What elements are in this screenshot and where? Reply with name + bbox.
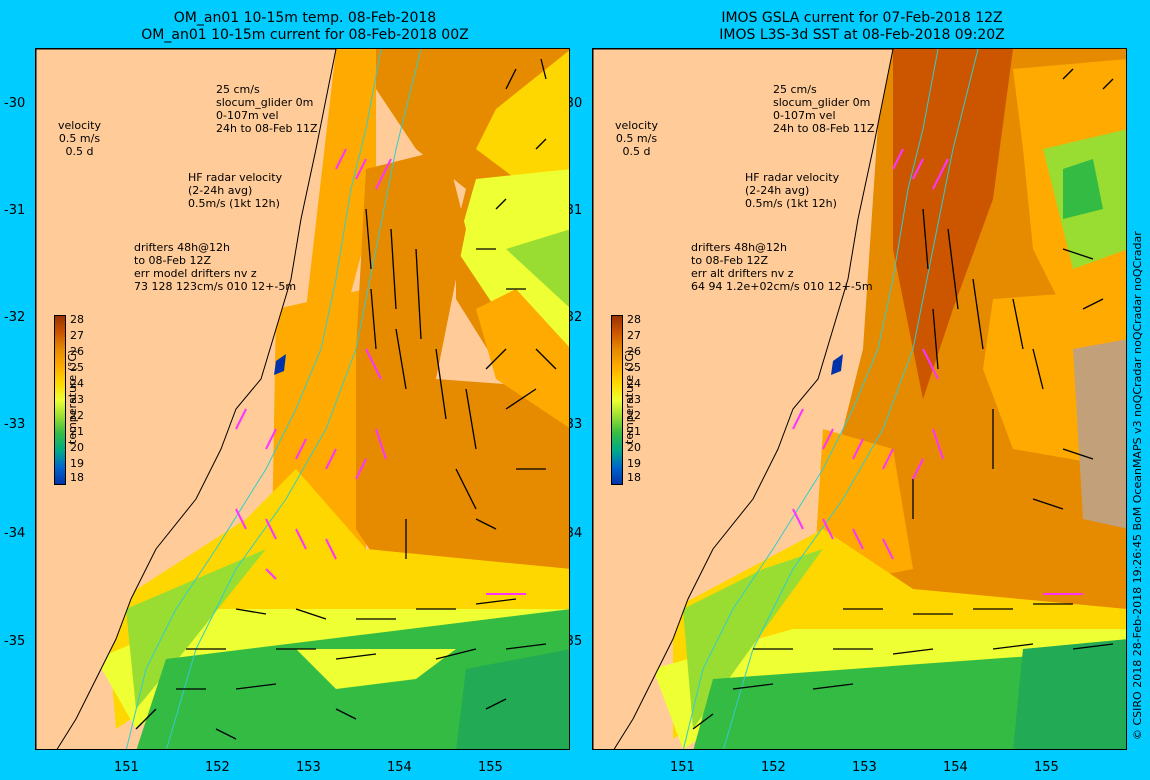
glider-time: 24h to 08-Feb 11Z [216,122,318,135]
x-tick-right: 152 [761,760,786,775]
left-legend-velocity: velocity 0.5 m/s 0.5 d [58,119,101,158]
colorbar [54,315,66,485]
drifters-stats: 73 128 123cm/s 010 12+-5m [134,280,297,293]
left-map-panel: velocity 0.5 m/s 0.5 d 25 cm/s slocum_gl… [35,48,570,750]
right-title-line1: IMOS GSLA current for 07-Feb-2018 12Z [721,10,1003,26]
drifters-title: drifters 48h@12h [691,241,788,254]
colorbar-tick: 23 [70,393,84,406]
colorbar-tick: 28 [70,313,84,326]
right-title: IMOS GSLA current for 07-Feb-2018 12Z IM… [592,10,1132,44]
colorbar-tick: 21 [70,425,84,438]
left-sst-field [36,49,569,749]
drifters-err: err alt drifters nv z [691,267,794,280]
colorbar-tick: 25 [70,361,84,374]
colorbar-tick: 23 [627,393,641,406]
x-tick-left: 154 [387,760,412,775]
x-tick-left: 151 [114,760,139,775]
velocity-label: velocity [58,119,101,132]
right-legend-glider: 25 cm/s slocum_glider 0m 0-107m vel 24h … [773,83,874,135]
left-title-line1: OM_an01 10-15m temp. 08-Feb-2018 [173,10,437,26]
credit-text: © CSIRO 2018 28-Feb-2018 19:26:45 BoM Oc… [1131,231,1144,740]
right-legend-radar: HF radar velocity (2-24h avg) 0.5m/s (1k… [745,171,839,210]
right-sst-field [593,49,1126,749]
velocity-time: 0.5 d [622,145,651,158]
colorbar-tick: 21 [627,425,641,438]
radar-scale: 0.5m/s (1kt 12h) [188,197,280,210]
glider-scale: 25 cm/s [773,83,817,96]
colorbar-tick: 20 [627,441,641,454]
radar-avg: (2-24h avg) [745,184,810,197]
drifters-time: to 08-Feb 12Z [134,254,212,267]
glider-depth: 0-107m vel [773,109,836,122]
colorbar-tick: 25 [627,361,641,374]
colorbar [611,315,623,485]
colorbar-tick: 22 [70,409,84,422]
colorbar-tick: 24 [70,377,84,390]
glider-depth: 0-107m vel [216,109,279,122]
right-legend-drifters: drifters 48h@12h to 08-Feb 12Z err alt d… [691,241,873,293]
left-title: OM_an01 10-15m temp. 08-Feb-2018 OM_an01… [35,10,575,44]
drifters-err: err model drifters nv z [134,267,257,280]
right-legend-velocity: velocity 0.5 m/s 0.5 d [615,119,658,158]
drifters-time: to 08-Feb 12Z [691,254,769,267]
x-tick-left: 153 [296,760,321,775]
left-legend-drifters: drifters 48h@12h to 08-Feb 12Z err model… [134,241,296,293]
velocity-label: velocity [615,119,658,132]
colorbar-tick: 24 [627,377,641,390]
colorbar-tick: 18 [70,471,84,484]
y-tick-left: -31 [4,203,26,218]
y-tick-left: -30 [4,96,26,111]
drifters-stats: 64 94 1.2e+02cm/s 010 12+-5m [691,280,873,293]
y-tick-left: -33 [4,417,26,432]
glider-time: 24h to 08-Feb 11Z [773,122,875,135]
x-tick-right: 151 [670,760,695,775]
left-legend-glider: 25 cm/s slocum_glider 0m 0-107m vel 24h … [216,83,317,135]
x-tick-right: 154 [943,760,968,775]
left-legend-radar: HF radar velocity (2-24h avg) 0.5m/s (1k… [188,171,282,210]
x-tick-right: 153 [852,760,877,775]
colorbar-tick: 26 [627,345,641,358]
x-tick-left: 152 [205,760,230,775]
y-tick-left: -34 [4,526,26,541]
colorbar-tick: 27 [627,329,641,342]
left-title-line2: OM_an01 10-15m current for 08-Feb-2018 0… [141,27,469,43]
colorbar-tick: 20 [70,441,84,454]
velocity-time: 0.5 d [65,145,94,158]
right-map-panel: velocity 0.5 m/s 0.5 d 25 cm/s slocum_gl… [592,48,1127,750]
velocity-scale: 0.5 m/s [615,132,658,145]
radar-avg: (2-24h avg) [188,184,253,197]
radar-title: HF radar velocity [745,171,840,184]
velocity-scale: 0.5 m/s [58,132,101,145]
glider-name: slocum_glider 0m [773,96,871,109]
y-tick-left: -32 [4,310,26,325]
colorbar-tick: 26 [70,345,84,358]
colorbar-tick: 19 [627,457,641,470]
colorbar-tick: 27 [70,329,84,342]
radar-scale: 0.5m/s (1kt 12h) [745,197,837,210]
colorbar-tick: 28 [627,313,641,326]
colorbar-title: temperature (°C) [623,349,636,444]
colorbar-tick: 19 [70,457,84,470]
x-tick-left: 155 [478,760,503,775]
colorbar-tick: 18 [627,471,641,484]
colorbar-tick: 22 [627,409,641,422]
drifters-title: drifters 48h@12h [134,241,231,254]
glider-name: slocum_glider 0m [216,96,314,109]
glider-scale: 25 cm/s [216,83,260,96]
radar-title: HF radar velocity [188,171,283,184]
right-title-line2: IMOS L3S-3d SST at 08-Feb-2018 09:20Z [719,27,1005,43]
y-tick-left: -35 [4,634,26,649]
colorbar-title: temperature (°C) [66,349,79,444]
x-tick-right: 155 [1034,760,1059,775]
